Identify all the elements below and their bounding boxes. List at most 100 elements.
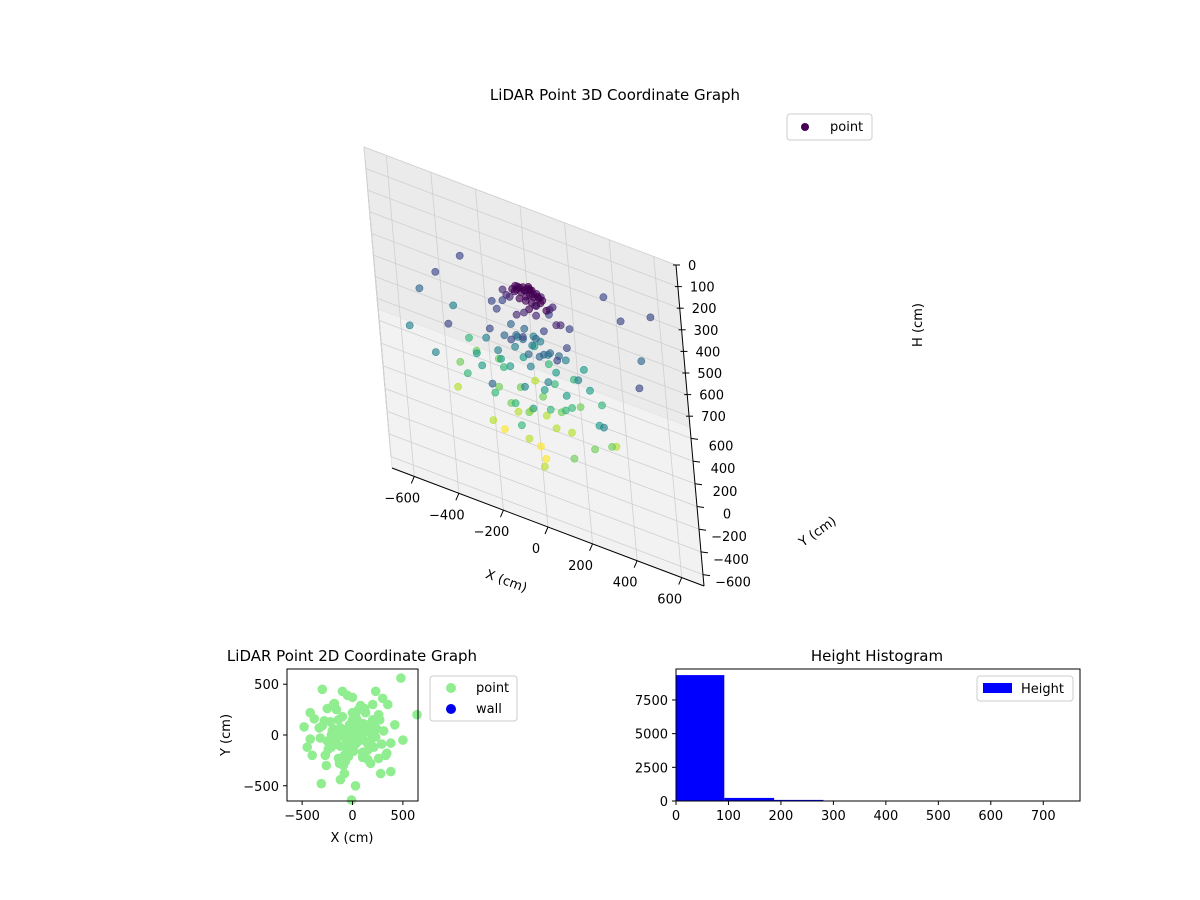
chart-3d-point [576, 403, 585, 411]
chart-3d-points [405, 251, 655, 471]
chart-3d-point [561, 356, 570, 365]
chart-2d-y-axis-label: Y (cm) [219, 714, 234, 757]
chart-2d-legend-label-wall: wall [476, 702, 502, 717]
chart-3d-z-axis-label: H (cm) [911, 303, 926, 347]
chart-3d-gridline-z [373, 254, 686, 374]
chart-3d-x-tick [544, 526, 549, 535]
chart-3d-gridline-y [386, 410, 700, 530]
chart-3d-point [540, 386, 549, 394]
chart-2d-point [373, 753, 384, 764]
chart-2d-point [315, 733, 326, 743]
chart-3d-point [608, 442, 616, 451]
chart-3d-point [563, 344, 571, 352]
chart-histogram-bar [774, 799, 824, 801]
chart-histogram-legend-swatch [983, 683, 1012, 693]
chart-3d-point [531, 376, 540, 385]
chart-3d: LiDAR Point 3D Coordinate Graph −600 −400… [363, 86, 926, 608]
chart-2d-point [370, 732, 381, 742]
chart-2d-point [355, 700, 366, 711]
chart-2d-point [375, 768, 386, 779]
chart-3d-point [535, 352, 544, 361]
chart-3d-point [505, 292, 514, 301]
chart-3d-point [568, 428, 576, 437]
chart-3d-point [498, 285, 507, 294]
chart-2d-point [326, 742, 337, 752]
chart-3d-y-tick [700, 551, 709, 554]
chart-2d-ticks: −500 0 500 −500 0 500 [243, 678, 415, 824]
chart-2d-y-tick-label: −500 [243, 780, 279, 795]
chart-histogram-legend-box [976, 675, 1074, 702]
chart-3d-point [494, 346, 502, 354]
chart-3d-point [532, 334, 540, 343]
chart-2d-point [396, 673, 406, 683]
chart-3d-point [444, 319, 453, 328]
chart-2d-point [326, 730, 337, 740]
chart-3d-point [529, 404, 538, 413]
chart-3d-point [646, 313, 655, 322]
chart-2d-point [390, 720, 400, 730]
chart-2d-point [357, 752, 368, 763]
chart-3d-gridline-z [367, 189, 680, 309]
chart-3d-point [520, 324, 529, 333]
chart-2d-y-tick-label: 0 [271, 729, 279, 744]
chart-2d-point [383, 699, 393, 710]
chart-histogram-bar [724, 797, 775, 801]
chart-3d-z-tick-label: 200 [692, 302, 717, 317]
chart-3d-point [586, 386, 594, 395]
chart-3d-point [456, 357, 465, 366]
chart-3d-point [528, 341, 537, 350]
chart-3d-x-tick [678, 577, 683, 585]
chart-3d-point [544, 360, 553, 369]
chart-3d-y-tick [696, 506, 705, 508]
chart-3d-point [491, 388, 500, 397]
chart-2d-x-tick-label: 0 [348, 809, 356, 824]
chart-3d-point [561, 406, 570, 415]
chart-3d-legend-label: point [830, 120, 863, 135]
chart-3d-point [541, 462, 549, 471]
chart-3d-point [526, 362, 535, 371]
chart-3d-point [415, 284, 424, 293]
chart-3d-y-tick-label: −600 [715, 576, 751, 591]
chart-2d-point [321, 760, 332, 771]
chart-3d-point [521, 382, 529, 391]
chart-3d-point [521, 296, 530, 305]
chart-2d-point [339, 768, 350, 779]
chart-3d-point [525, 434, 534, 443]
chart-3d-y-tick [692, 460, 701, 463]
chart-3d-x-tick [410, 476, 415, 484]
chart-3d-point [542, 306, 551, 315]
chart-3d-legend-box [786, 113, 873, 141]
chart-3d-point [524, 350, 533, 359]
chart-2d-point [382, 748, 392, 759]
chart-3d-point [489, 416, 498, 424]
chart-histogram-bars [676, 675, 1021, 801]
chart-3d-gridline-x [385, 155, 401, 318]
chart-3d-x-tick [499, 509, 504, 518]
chart-3d-gridline-x [653, 256, 669, 419]
chart-2d-point [347, 692, 358, 703]
chart-3d-point [463, 369, 472, 378]
chart-histogram-x-tick-label: 200 [769, 809, 794, 824]
chart-3d-gridline-z [369, 211, 682, 331]
chart-3d-y-tick [702, 574, 711, 577]
chart-histogram-x-tick-label: 300 [821, 809, 846, 824]
chart-3d-title: LiDAR Point 3D Coordinate Graph [490, 86, 740, 104]
chart-3d-point [431, 267, 440, 276]
chart-3d-point [507, 335, 516, 344]
chart-histogram-bar [676, 675, 725, 801]
chart-2d-point [338, 760, 349, 771]
chart-3d-point [544, 378, 553, 387]
chart-3d-y-tick-label: 400 [711, 462, 736, 477]
chart-3d-y-tick-label: −400 [713, 553, 749, 568]
chart-3d-y-tick [698, 528, 707, 531]
chart-3d-point [546, 405, 555, 414]
chart-2d-point [398, 735, 408, 745]
chart-3d-gridline-z [365, 168, 679, 287]
chart-3d-gridline-y [390, 456, 704, 576]
chart-2d-x-tick-label: 500 [390, 809, 415, 824]
chart-3d-point [431, 348, 440, 356]
chart-3d-y-axis-label: Y (cm) [796, 514, 840, 551]
chart-3d-point [532, 311, 540, 320]
chart-histogram-title: Height Histogram [811, 647, 943, 665]
chart-3d-point [455, 251, 464, 260]
